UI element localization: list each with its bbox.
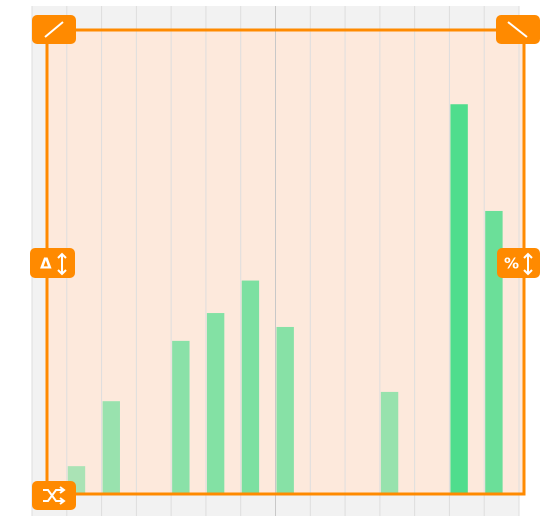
handle-label: Δ: [40, 255, 52, 273]
bar: [206, 313, 225, 494]
bar: [172, 340, 190, 494]
bar: [450, 104, 468, 495]
handle-shuffle[interactable]: [32, 481, 76, 510]
bar: [102, 401, 120, 494]
handle[interactable]: [32, 481, 76, 510]
grid: [31, 6, 520, 516]
icon: [523, 252, 533, 276]
icon: [507, 21, 528, 38]
handle-top-left[interactable]: [32, 15, 76, 44]
bars: [67, 104, 503, 495]
icon: [44, 21, 64, 38]
handle-label: %: [504, 255, 519, 273]
bar: [380, 391, 399, 494]
bar: [485, 210, 503, 494]
handle[interactable]: [30, 248, 75, 278]
handle-right[interactable]: %: [497, 248, 540, 278]
handle-left[interactable]: Δ: [30, 248, 75, 278]
icon: [43, 486, 66, 505]
bar: [241, 280, 260, 494]
icon: [57, 252, 67, 276]
handle-top-right[interactable]: [496, 15, 540, 44]
bar: [276, 326, 294, 494]
